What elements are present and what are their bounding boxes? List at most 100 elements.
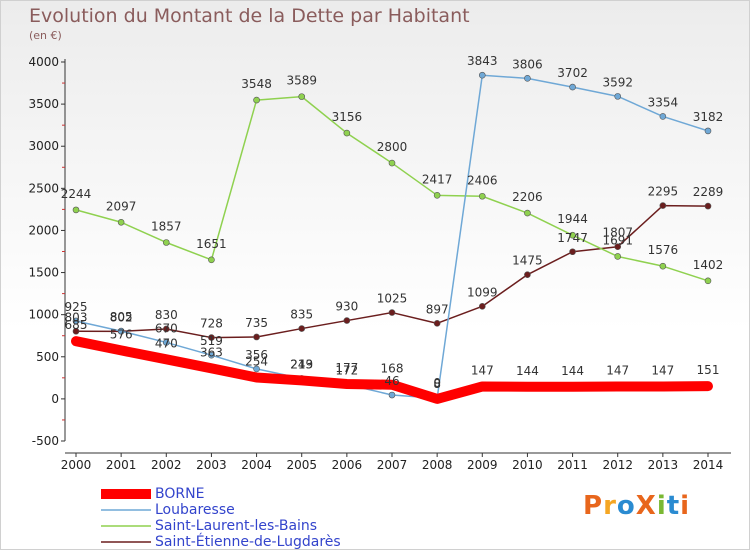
- data-label: 1807: [602, 226, 633, 240]
- data-point: [162, 325, 170, 333]
- data-label: 925: [65, 300, 88, 314]
- data-label: 1651: [196, 237, 227, 251]
- data-label: 685: [65, 318, 88, 332]
- data-point: [433, 394, 442, 403]
- logo-letter: r: [603, 491, 617, 521]
- x-tick-label: 2012: [602, 458, 633, 472]
- y-tick-label: 3500: [28, 97, 59, 111]
- x-tick-label: 2014: [693, 458, 724, 472]
- data-point: [659, 113, 667, 120]
- data-label: 3156: [332, 110, 363, 124]
- data-label: 219: [290, 357, 313, 371]
- legend-item-loubaresse: Loubaresse: [101, 502, 341, 518]
- data-point: [117, 346, 126, 355]
- y-tick-label: 0: [51, 392, 59, 406]
- data-point: [614, 93, 622, 100]
- data-label: 830: [155, 308, 178, 322]
- legend-swatch: [101, 541, 151, 543]
- data-point: [568, 382, 577, 391]
- data-label: 735: [245, 316, 268, 330]
- legend-swatch: [101, 509, 151, 511]
- data-label: 363: [200, 345, 223, 359]
- legend-label: Saint-Laurent-les-Bains: [155, 518, 318, 534]
- legend-label: Saint-Étienne-de-Lugdarès: [155, 534, 341, 550]
- data-point: [297, 376, 306, 385]
- logo-letter: o: [616, 491, 636, 521]
- data-point: [704, 127, 712, 135]
- data-point: [342, 379, 351, 388]
- data-label: 802: [110, 310, 133, 324]
- data-point: [298, 93, 306, 100]
- data-label: 2295: [648, 185, 679, 199]
- logo-letter: i: [656, 491, 667, 521]
- data-label: 46: [384, 374, 399, 388]
- data-point: [524, 271, 531, 278]
- proxiti-logo: ProXiti: [583, 491, 690, 521]
- data-point: [388, 391, 396, 399]
- legend-item-saint-laurent: Saint-Laurent-les-Bains: [101, 518, 341, 534]
- x-tick-label: 2005: [286, 458, 317, 472]
- data-label: 3182: [693, 110, 724, 124]
- data-label: 3548: [241, 77, 272, 91]
- data-label: 1402: [693, 258, 724, 272]
- data-point: [388, 309, 396, 316]
- data-point: [659, 262, 667, 270]
- data-point: [253, 96, 260, 104]
- data-label: 2289: [693, 185, 724, 199]
- data-label: 1099: [467, 285, 498, 299]
- data-point: [478, 192, 486, 200]
- data-label: 1576: [648, 243, 679, 257]
- data-label: 1944: [557, 212, 588, 226]
- data-point: [208, 256, 215, 264]
- data-label: 168: [381, 362, 404, 376]
- data-label: 1857: [151, 219, 182, 233]
- data-label: 519: [200, 334, 223, 348]
- data-label: 1691: [602, 233, 633, 247]
- y-tick-label: 1000: [28, 308, 59, 322]
- data-label: 805: [110, 310, 133, 324]
- legend-label: BORNE: [155, 486, 205, 502]
- data-point: [614, 253, 622, 260]
- data-label: 8: [433, 377, 441, 391]
- data-point: [704, 277, 712, 285]
- data-point: [72, 327, 80, 335]
- data-label: 670: [155, 321, 178, 335]
- x-tick-label: 2003: [196, 458, 227, 472]
- x-tick-label: 2008: [422, 458, 453, 472]
- data-point: [343, 317, 351, 324]
- data-point: [298, 325, 306, 332]
- logo-letter: t: [666, 491, 681, 521]
- data-label: 897: [426, 302, 449, 316]
- data-point: [523, 382, 532, 391]
- x-tick-label: 2007: [377, 458, 408, 472]
- data-point: [659, 202, 667, 209]
- data-point: [72, 317, 80, 325]
- data-label: 3354: [648, 95, 679, 109]
- data-label: 2406: [467, 173, 498, 187]
- data-label: 3589: [286, 74, 317, 88]
- data-label: 3806: [512, 57, 543, 71]
- data-label: 2097: [106, 199, 137, 213]
- data-label: 2244: [61, 187, 92, 201]
- data-point: [117, 218, 125, 226]
- x-tick-label: 2009: [467, 458, 498, 472]
- logo-letter: X: [635, 491, 657, 521]
- logo-letter: i: [680, 491, 691, 521]
- data-label: 1747: [557, 231, 588, 245]
- y-tick-label: 4000: [28, 55, 59, 69]
- legend-label: Loubaresse: [155, 502, 235, 518]
- data-point: [343, 129, 351, 137]
- data-point: [569, 248, 576, 256]
- data-label: 177: [335, 361, 358, 375]
- data-label: 728: [200, 317, 223, 331]
- data-label: 144: [561, 364, 584, 378]
- data-label: 151: [697, 363, 720, 377]
- data-label: 835: [290, 308, 313, 322]
- data-point: [614, 243, 622, 250]
- data-point: [208, 334, 215, 341]
- chart-subtitle: (en €): [29, 29, 62, 42]
- data-label: 147: [606, 364, 629, 378]
- data-point: [478, 303, 486, 310]
- x-tick-label: 2001: [106, 458, 137, 472]
- data-label: 172: [335, 363, 358, 377]
